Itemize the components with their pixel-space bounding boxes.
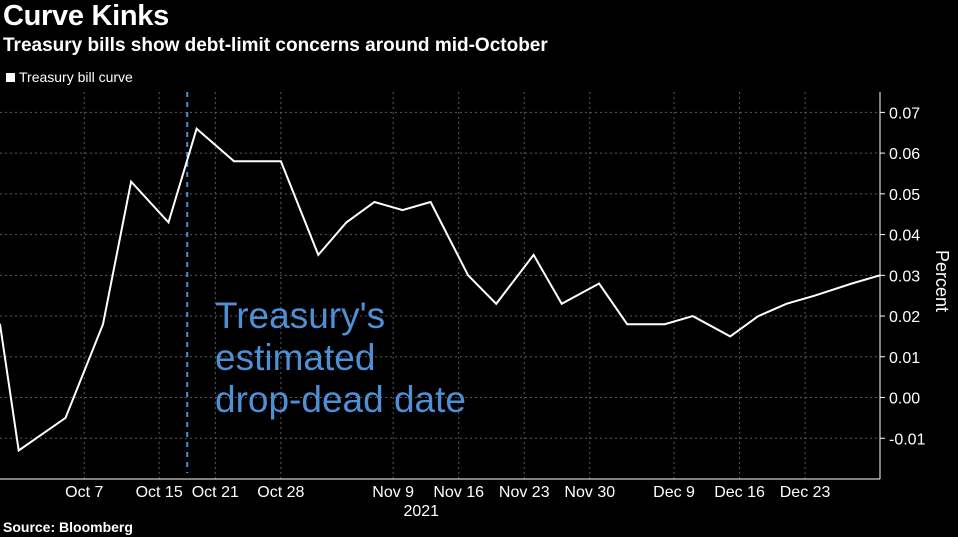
legend-swatch [6,72,15,82]
y-tick-label: -0.01 [889,431,926,448]
data-point [401,209,404,211]
x-year-label: 2021 [403,503,439,520]
data-point [130,180,132,183]
data-point [64,417,67,419]
data-point [851,282,853,285]
data-point [663,323,666,326]
x-tick-label: Dec 16 [714,484,765,501]
x-tick-label: Oct 7 [65,484,103,501]
chart-subtitle: Treasury bills show debt-limit concerns … [3,35,548,56]
x-tick-label: Nov 30 [564,484,615,501]
series-line [0,126,881,453]
y-axis-label: Percent [932,250,952,312]
x-tick-label: Dec 9 [653,484,695,501]
data-point [429,201,432,203]
data-point [598,282,600,285]
data-point [757,315,760,317]
data-point [167,221,170,224]
x-tick-label: Dec 23 [780,484,831,501]
data-point [345,221,348,224]
y-tick-label: 0.07 [889,105,920,122]
x-tick-label: Nov 9 [372,484,414,501]
data-point [467,274,469,277]
x-tick-label: Oct 15 [136,484,183,501]
y-tick-label: 0.06 [889,146,920,163]
data-point [317,254,320,256]
data-point [233,160,235,163]
source-note: Source: Bloomberg [3,519,133,535]
y-tick-label: 0.01 [889,350,920,367]
data-point [280,160,282,163]
data-point [17,449,20,452]
annotation-text: drop-dead date [215,379,466,420]
data-point [692,315,694,317]
legend: Treasury bill curve [6,69,133,85]
y-tick-label: 0.04 [889,228,920,245]
data-point [785,303,788,305]
data-point [373,201,376,203]
y-tick-label: 0.03 [889,268,920,285]
data-point [813,294,816,297]
x-tick-label: Nov 23 [499,484,550,501]
data-point [729,335,731,338]
x-tick-label: Nov 16 [433,484,484,501]
chart-title: Curve Kinks [3,0,169,32]
y-tick-label: 0.05 [889,187,920,204]
x-tick-label: Oct 28 [257,484,304,501]
x-tick-label: Oct 21 [192,484,239,501]
annotation-text: estimated [215,337,375,378]
data-point [532,254,535,256]
data-point [879,274,881,277]
legend-label: Treasury bill curve [19,69,133,85]
y-tick-label: 0.00 [889,391,920,408]
data-point [560,303,563,305]
data-point [626,323,628,326]
annotation-text: Treasury's [215,295,385,336]
data-point [102,323,104,326]
data-point [495,303,498,305]
data-point [195,127,198,130]
data-point [0,323,1,325]
y-tick-label: 0.02 [889,309,920,326]
